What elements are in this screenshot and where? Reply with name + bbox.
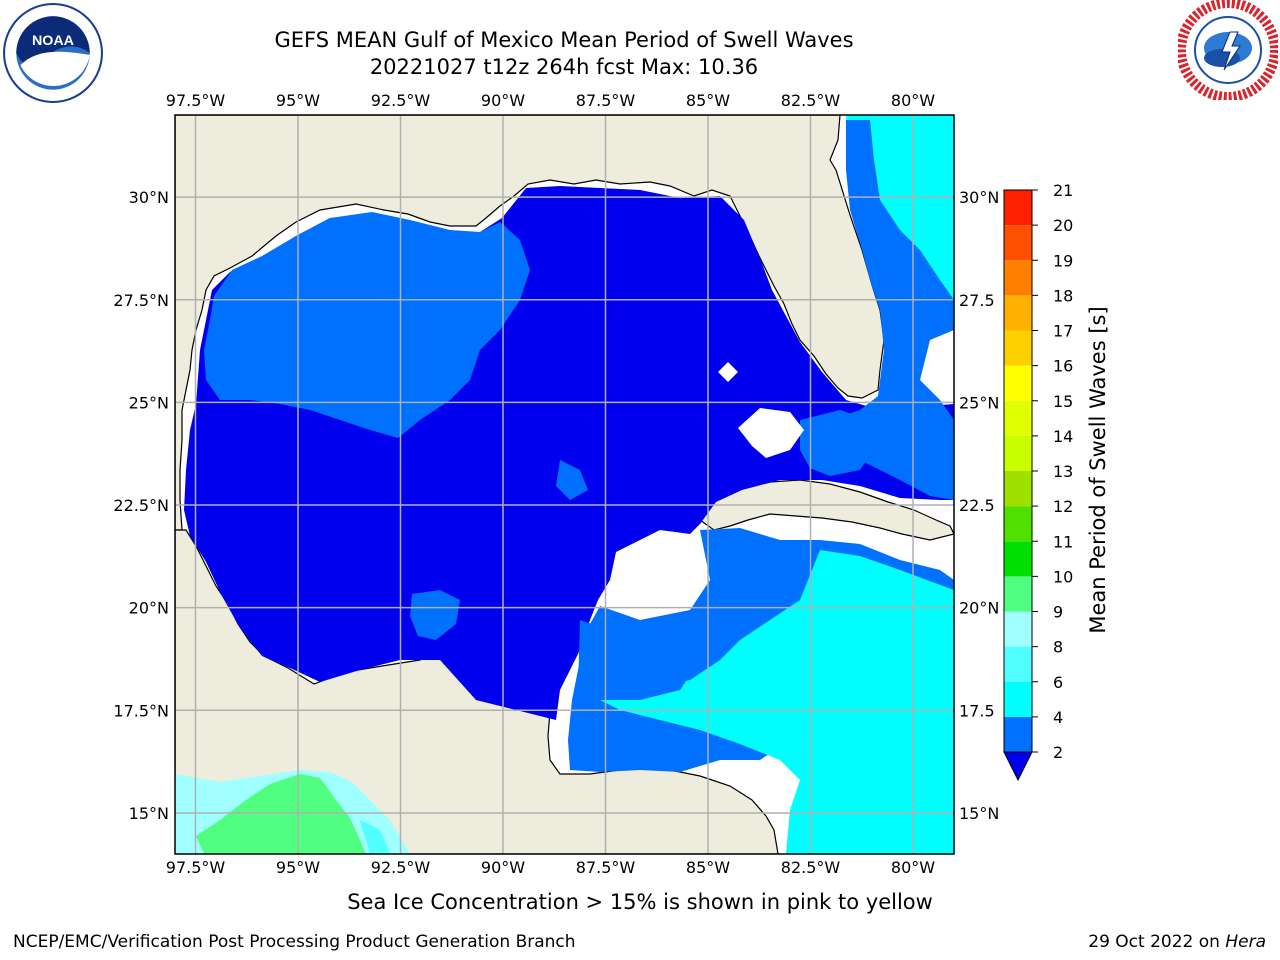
colorbar-tick-label: 11	[1053, 532, 1073, 551]
sea-ice-note: Sea Ice Concentration > 15% is shown in …	[347, 890, 933, 914]
colorbar-tick-label: 12	[1053, 497, 1073, 516]
colorbar-swatch	[1004, 435, 1032, 471]
colorbar-label: Mean Period of Swell Waves [s]	[1086, 306, 1110, 634]
nws-logo	[1178, 0, 1278, 100]
colorbar-swatch	[1004, 471, 1032, 507]
lon-ticks-bottom: 97.5°W 95°W 92.5°W 90°W 87.5°W 85°W 82.5°W 80°W	[166, 858, 935, 877]
swell-field-4s-nw	[204, 212, 530, 438]
colorbar: 2 4 6 8 9 10 11 12 13 14 15 16 17 18 19 20 21	[1003, 181, 1073, 782]
colorbar-swatch	[1004, 611, 1032, 647]
lon-tick-label: 82.5°W	[781, 858, 841, 877]
colorbar-tick-label: 19	[1053, 251, 1073, 270]
lat-tick-label: 20°N	[959, 599, 999, 618]
no-data-patch-2	[738, 408, 804, 458]
footer-credit: NCEP/EMC/Verification Post Processing Pr…	[13, 932, 576, 952]
colorbar-swatch	[1004, 681, 1032, 717]
colorbar-swatch	[1004, 646, 1032, 682]
lat-tick-label: 22.5	[959, 496, 995, 515]
colorbar-swatch	[1004, 295, 1032, 331]
lat-tick-label: 15°N	[959, 804, 999, 823]
lon-tick-label: 87.5°W	[576, 858, 636, 877]
lat-tick-label: 17.5°N	[113, 701, 169, 720]
footer-machine: Hera	[1225, 932, 1266, 952]
lon-tick-label: 97.5°W	[166, 858, 226, 877]
lat-tick-label: 17.5	[959, 701, 995, 720]
lat-tick-label: 30°N	[129, 188, 169, 207]
colorbar-tick-label: 17	[1053, 322, 1073, 341]
lat-ticks-left: 30°N 27.5°N 25°N 22.5°N 20°N 17.5°N 15°N	[113, 188, 169, 823]
swell-field-9s-pacific	[196, 774, 366, 854]
swell-field-6s-caribbean	[600, 550, 954, 854]
colorbar-swatch	[1004, 541, 1032, 577]
land-cuba	[699, 479, 954, 541]
lon-tick-label: 97.5°W	[166, 91, 226, 110]
graticule	[175, 115, 954, 854]
chart-title: GEFS MEAN Gulf of Mexico Mean Period of …	[274, 28, 854, 52]
lat-tick-label: 27.5	[959, 291, 995, 310]
colorbar-swatch	[1004, 225, 1032, 261]
lat-tick-label: 25°N	[129, 393, 169, 412]
lon-tick-label: 85°W	[686, 91, 730, 110]
lat-tick-label: 30°N	[959, 188, 999, 207]
colorbar-tick-label: 8	[1053, 638, 1063, 657]
lon-tick-label: 92.5°W	[371, 91, 431, 110]
colorbar-swatch	[1004, 260, 1032, 296]
colorbar-tick-label: 10	[1053, 567, 1073, 586]
lon-ticks-top: 97.5°W 95°W 92.5°W 90°W 87.5°W 85°W 82.5°W 80°W	[166, 91, 935, 110]
swell-field-4s-keys	[800, 410, 880, 476]
lat-tick-label: 25°N	[959, 393, 999, 412]
lon-tick-label: 90°W	[481, 91, 525, 110]
lon-tick-label: 80°W	[891, 858, 935, 877]
colorbar-swatch	[1004, 576, 1032, 612]
noaa-logo: NOAA	[3, 3, 103, 103]
lon-tick-label: 80°W	[891, 91, 935, 110]
lon-tick-label: 82.5°W	[781, 91, 841, 110]
footer-date: 29 Oct 2022 on Hera	[1088, 932, 1266, 952]
swell-field-4s-sw	[410, 590, 460, 640]
noaa-wordmark: NOAA	[32, 33, 74, 49]
lat-tick-label: 20°N	[129, 599, 169, 618]
map-frame	[174, 114, 955, 855]
footer-date-text: 29 Oct 2022 on	[1088, 932, 1226, 952]
colorbar-tick-label: 6	[1053, 673, 1063, 692]
lon-tick-label: 95°W	[276, 91, 320, 110]
colorbar-tick-label: 4	[1053, 708, 1063, 727]
colorbar-swatch	[1004, 330, 1032, 366]
colorbar-tick-label: 13	[1053, 462, 1073, 481]
colorbar-tick-label: 14	[1053, 427, 1073, 446]
colorbar-tick-label: 15	[1053, 392, 1073, 411]
colorbar-tick-label: 21	[1053, 181, 1073, 200]
lon-tick-label: 85°W	[686, 858, 730, 877]
colorbar-swatch	[1004, 365, 1032, 401]
swell-field-4s-caribbean-w	[578, 620, 700, 700]
no-data-patch-1	[718, 362, 738, 382]
lon-tick-label: 95°W	[276, 858, 320, 877]
colorbar-tick-label: 2	[1053, 743, 1063, 762]
colorbar-under-extension	[1003, 751, 1033, 782]
colorbar-swatch	[1004, 190, 1032, 226]
colorbar-swatch	[1004, 400, 1032, 436]
lon-tick-label: 87.5°W	[576, 91, 636, 110]
lat-ticks-right: 30°N 27.5 25°N 22.5 20°N 17.5 15°N	[959, 188, 999, 823]
lat-tick-label: 22.5°N	[113, 496, 169, 515]
swell-field-8s-pacific-fringe	[360, 820, 390, 854]
lat-tick-label: 15°N	[129, 804, 169, 823]
chart-subtitle: 20221027 t12z 264h fcst Max: 10.36	[369, 55, 759, 79]
lat-tick-label: 27.5°N	[113, 291, 169, 310]
colorbar-swatch	[1004, 716, 1032, 752]
colorbar-swatch	[1004, 506, 1032, 542]
lon-tick-label: 90°W	[481, 858, 525, 877]
swell-field-4s-atlantic	[830, 120, 954, 500]
lon-tick-label: 92.5°W	[371, 858, 431, 877]
colorbar-tick-label: 20	[1053, 216, 1073, 235]
colorbar-tick-label: 9	[1053, 603, 1063, 622]
swell-field-4s-yucatan-n	[556, 460, 588, 500]
colorbar-tick-label: 18	[1053, 286, 1073, 305]
colorbar-tick-label: 16	[1053, 357, 1073, 376]
